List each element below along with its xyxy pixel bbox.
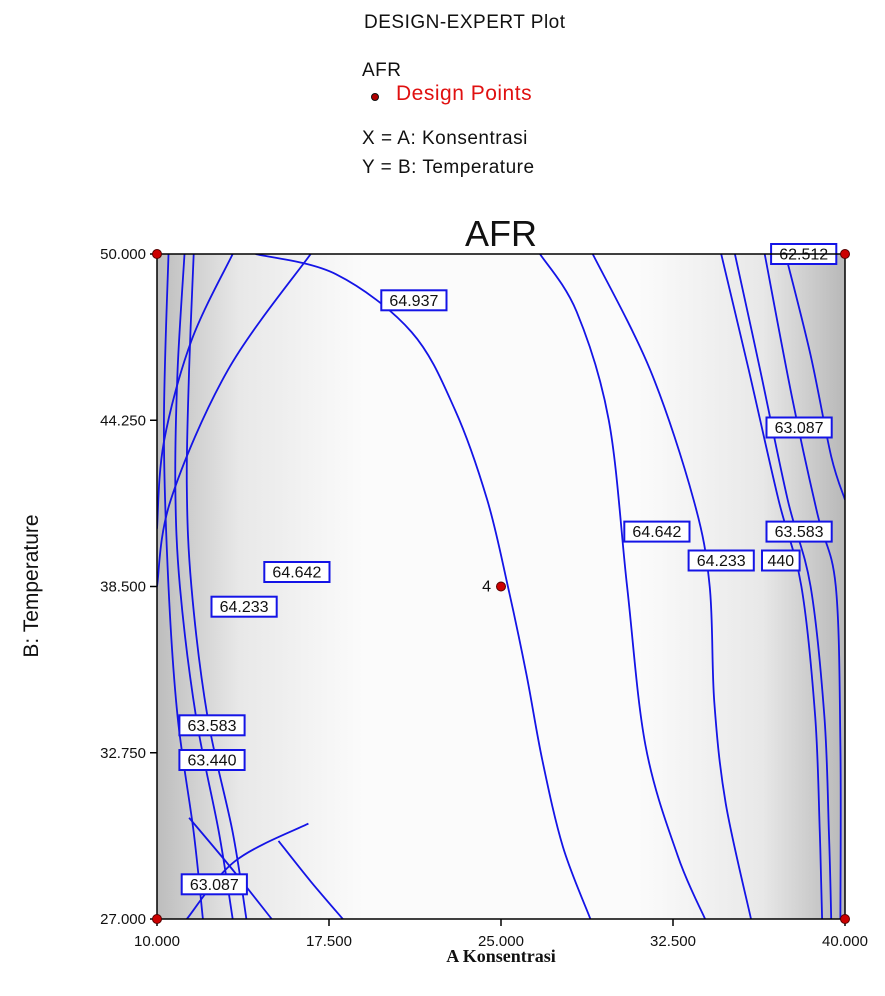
contour-line-63-440-1 — [734, 254, 833, 919]
contour-line-64-233-2 — [277, 840, 344, 919]
chart-title: AFR — [465, 213, 537, 254]
y-tick-label: 27.000 — [100, 911, 146, 928]
contour-line-64-642-2 — [188, 817, 273, 919]
contour-line-62-512-0 — [784, 254, 845, 501]
contour-label-text: 64.233 — [220, 599, 269, 616]
contour-line-64-642-0 — [157, 254, 312, 587]
x-tick-label: 25.000 — [478, 933, 524, 950]
design-point — [152, 914, 162, 924]
contour-line-64-937-1 — [186, 822, 309, 919]
contour-label-box — [623, 520, 691, 543]
contour-label-box — [180, 873, 248, 896]
contour-label-text: 440 — [767, 553, 794, 570]
contour-line-64-233-1 — [591, 254, 752, 919]
contour-label: 64.233 — [210, 595, 278, 618]
contour-label-box — [178, 749, 246, 771]
design-point-legend-marker — [371, 93, 379, 101]
contour-line-63-583-0 — [185, 254, 248, 919]
y-tick-label: 32.750 — [100, 745, 146, 762]
plot-header-title: DESIGN-EXPERT Plot — [364, 12, 566, 33]
design-points: 4 — [152, 249, 850, 924]
contour-label-box — [380, 289, 448, 312]
y-tick-label: 50.000 — [100, 246, 146, 263]
contour-label-text: 63.087 — [775, 420, 824, 437]
contour-line-63-087-1 — [763, 254, 842, 919]
y-tick-label: 38.500 — [100, 579, 146, 596]
contour-label: 64.937 — [380, 289, 448, 312]
contour-line-64-937-0 — [255, 254, 592, 919]
contour-label-text: 63.583 — [188, 718, 237, 735]
y-tick-label: 44.250 — [100, 412, 146, 429]
x-tick-label: 32.500 — [650, 933, 696, 950]
contour-line-63-440-0 — [174, 254, 234, 919]
contour-line-64-642-1 — [539, 254, 706, 919]
design-point — [152, 249, 162, 259]
contour-label-box — [765, 520, 833, 543]
contour-label-text: 62.512 — [779, 247, 828, 264]
contour-line-64-233-0 — [157, 254, 234, 529]
contour-label-text: 63.583 — [775, 524, 824, 541]
contour-label-text: 63.440 — [188, 753, 237, 770]
design-point — [496, 581, 506, 592]
x-tick-label: 10.000 — [134, 933, 180, 950]
contour-label: 63.583 — [178, 714, 246, 737]
contour-label-text: 64.937 — [389, 293, 438, 310]
design-point — [840, 914, 850, 924]
design-point — [840, 249, 850, 259]
contour-label-box — [263, 561, 331, 583]
contour-line-63-583-1 — [720, 254, 823, 919]
x-axis-label: A Konsentrasi — [446, 946, 556, 966]
x-axis: 10.000 17.500 25.000 32.500 40.000 — [134, 919, 868, 950]
contour-label: 63.583 — [765, 520, 833, 543]
y-factor-label: Y = B: Temperature — [362, 157, 535, 178]
contour-label-box — [178, 714, 246, 737]
contour-labels: 64.93764.64264.23363.58363.44063.08764.6… — [178, 243, 838, 896]
contour-label-text: 63.087 — [190, 877, 239, 894]
y-axis: 27.000 32.750 38.500 44.250 50.000 — [100, 246, 157, 928]
x-factor-label: X = A: Konsentrasi — [362, 128, 528, 149]
contour-label: 63.087 — [765, 416, 833, 439]
x-tick-label: 17.500 — [306, 933, 352, 950]
y-axis-label: B: Temperature — [20, 514, 43, 657]
contour-label-text: 64.233 — [697, 553, 746, 570]
response-name: AFR — [362, 60, 402, 81]
design-point-count: 4 — [482, 579, 491, 596]
contour-label-box — [761, 549, 801, 572]
contour-label: 64.642 — [263, 561, 331, 583]
design-points-legend: Design Points — [396, 82, 533, 105]
contour-label: 64.642 — [623, 520, 691, 543]
contour-line-63-087-0 — [162, 254, 204, 919]
contour-label: 64.233 — [687, 549, 755, 572]
contour-label-box — [687, 549, 755, 572]
contour-label-box — [765, 416, 833, 439]
contour-label: 63.087 — [180, 873, 248, 896]
contour-label-box — [210, 595, 278, 618]
x-tick-label: 40.000 — [822, 933, 868, 950]
contour-lines — [157, 254, 845, 919]
contour-label: 440 — [761, 549, 801, 572]
contour-label: 63.440 — [178, 749, 246, 771]
contour-label-text: 64.642 — [272, 565, 321, 582]
contour-label-text: 64.642 — [632, 524, 681, 541]
